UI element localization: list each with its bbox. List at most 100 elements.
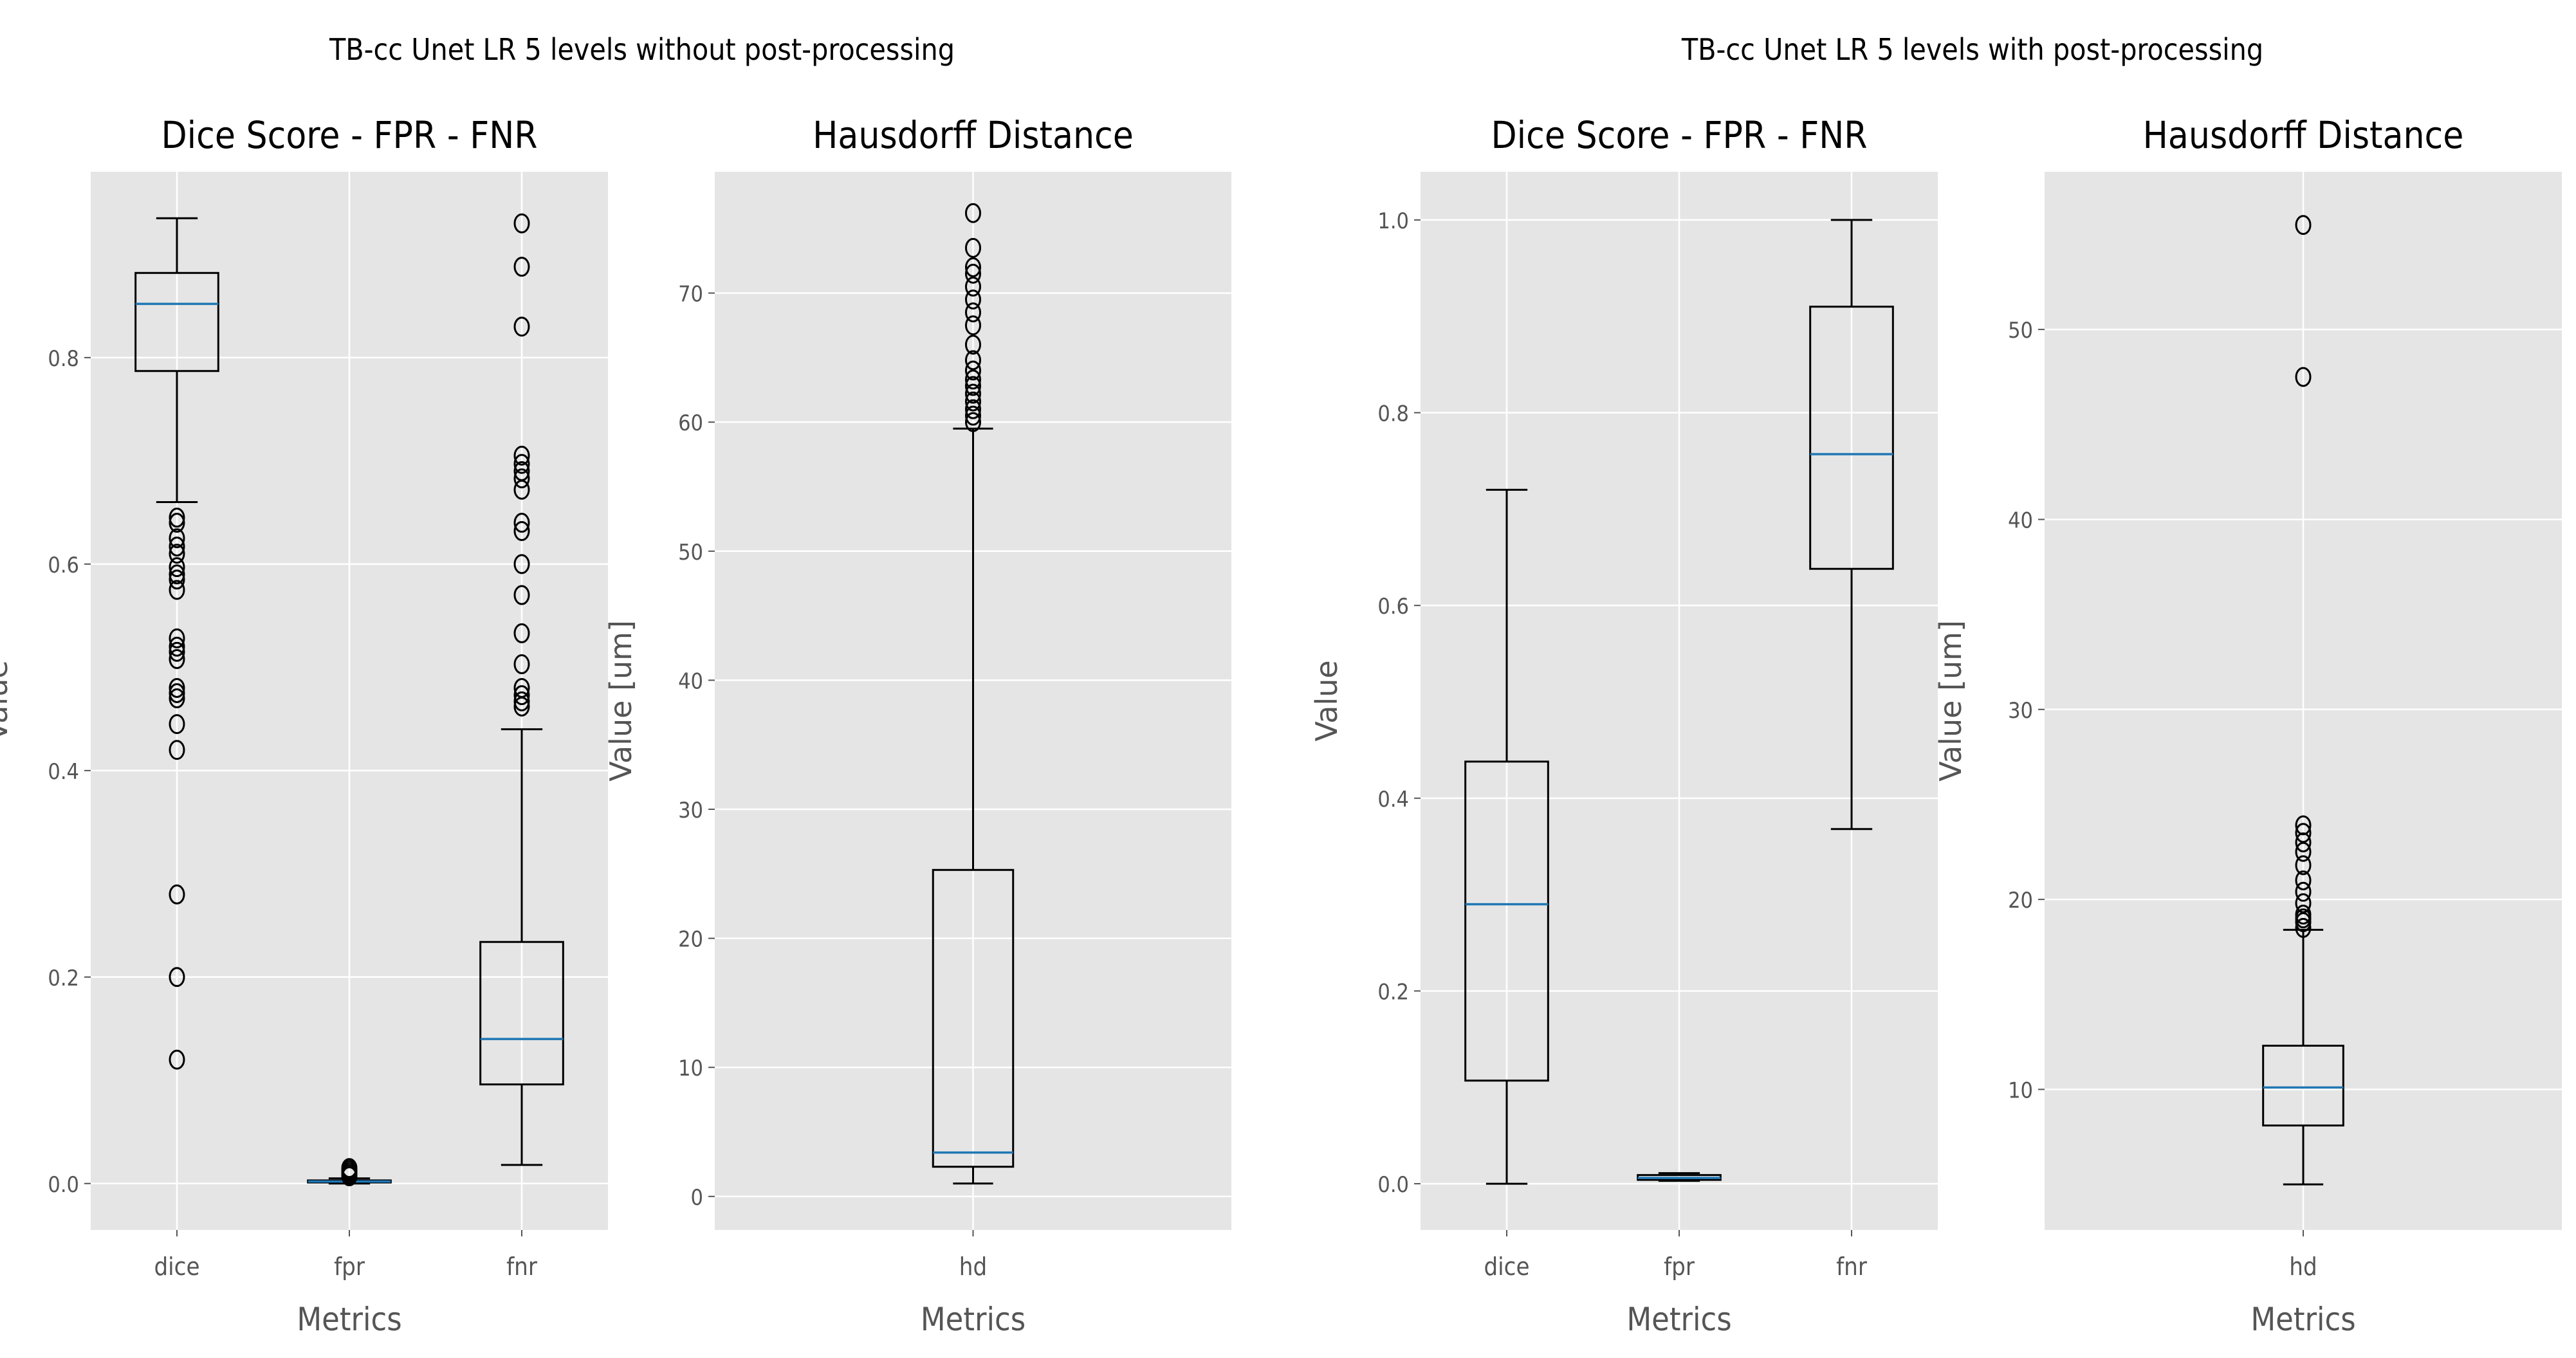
outlier-point <box>965 277 981 297</box>
outlier-point <box>169 1049 185 1070</box>
boxplot-dice <box>1464 488 1549 1185</box>
outlier-point <box>965 391 981 412</box>
boxplot-hd <box>2262 215 2344 1186</box>
outlier-point <box>965 383 981 404</box>
suptitle: TB-cc Unet LR 5 levels with post-process… <box>1681 32 2263 67</box>
y-tick-label: 0.6 <box>48 553 79 578</box>
y-tick-label: 20 <box>2008 888 2033 913</box>
suptitle: TB-cc Unet LR 5 levels without post-proc… <box>329 32 955 67</box>
outlier-point <box>169 508 185 528</box>
box-iqr <box>932 868 1015 1168</box>
outlier-point <box>169 636 185 657</box>
x-tick-label-fnr: fnr <box>506 1252 538 1281</box>
x-tick-label-dice: dice <box>154 1252 199 1281</box>
outlier-point <box>965 399 981 419</box>
y-tick-label: 0.2 <box>1377 979 1409 1005</box>
x-axis-label: Metrics <box>1626 1301 1731 1338</box>
boxplot-fpr <box>1637 1172 1722 1182</box>
y-tick-label: 0.8 <box>48 346 79 372</box>
outlier-point <box>169 628 185 648</box>
outlier-point <box>169 528 185 549</box>
outlier-point <box>965 350 981 371</box>
outlier-point <box>2295 893 2312 913</box>
outlier-point <box>169 649 185 670</box>
y-tick-label: 0.0 <box>48 1172 79 1198</box>
outlier-point <box>2295 215 2312 235</box>
chart-title: Dice Score - FPR - FNR <box>1491 113 1867 157</box>
outlier-point <box>169 544 185 564</box>
figure-group-2: TB-cc Unet LR 5 levels with post-process… <box>1309 32 2562 1338</box>
outlier-point <box>965 263 981 284</box>
y-tick-label: 40 <box>2008 508 2033 533</box>
outlier-point <box>169 677 185 698</box>
box-iqr <box>134 271 219 372</box>
outlier-point <box>965 203 981 223</box>
outlier-point <box>169 884 185 904</box>
outlier-point <box>513 468 530 489</box>
chart-title: Hausdorff Distance <box>2143 113 2464 157</box>
subplot-dice-fpr-fnr: 0.0 0.2 0.4 0.6 0.8 dice fpr fnr Dice Score - FP… <box>0 113 608 1338</box>
outlier-point <box>2295 841 2312 862</box>
chart-title: Hausdorff Distance <box>813 113 1134 157</box>
outlier-point <box>513 445 530 466</box>
boxplot-fnr <box>479 213 564 1166</box>
outlier-point <box>513 654 530 675</box>
outlier-point <box>169 714 185 735</box>
outlier-point <box>169 537 185 557</box>
outlier-point <box>513 585 530 605</box>
outlier-point <box>965 405 981 426</box>
outlier-point <box>169 740 185 760</box>
outlier-point <box>965 315 981 336</box>
outlier-point <box>965 289 981 310</box>
outlier-point <box>965 369 981 390</box>
x-tick-label-fpr: fpr <box>1664 1252 1695 1281</box>
x-axis-label: Metrics <box>297 1301 401 1338</box>
outlier-point <box>513 479 530 500</box>
outlier-point <box>965 376 981 396</box>
outlier-point <box>2295 881 2312 902</box>
y-tick-label: 0.4 <box>1377 787 1409 812</box>
outlier-point <box>513 317 530 337</box>
y-axis-label: Value <box>1309 660 1344 741</box>
x-tick-label-hd: hd <box>959 1252 987 1281</box>
boxplot-dice <box>134 217 219 1070</box>
outlier-point <box>169 569 185 590</box>
outlier-point <box>169 641 185 662</box>
outlier-point <box>965 257 981 277</box>
y-tick-label: 10 <box>678 1056 703 1081</box>
x-axis-label: Metrics <box>921 1301 1026 1338</box>
chart-title: Dice Score - FPR - FNR <box>161 113 537 157</box>
outlier-point <box>2295 912 2312 933</box>
y-tick-label: 60 <box>678 410 703 436</box>
y-tick-label: 20 <box>678 927 703 953</box>
y-tick-label: 0 <box>691 1185 703 1211</box>
y-tick-label: 1.0 <box>1377 208 1409 234</box>
figure-group-1: TB-cc Unet LR 5 levels without post-proc… <box>0 32 1231 1338</box>
outlier-point <box>513 454 530 474</box>
x-tick-label-fpr: fpr <box>334 1252 365 1281</box>
outlier-point <box>965 335 981 355</box>
outlier-point <box>169 967 185 987</box>
outlier-point <box>513 691 530 711</box>
y-tick-label: 30 <box>2008 698 2033 724</box>
outlier-point <box>513 257 530 277</box>
y-tick-label: 70 <box>678 282 703 307</box>
box-iqr <box>1464 760 1549 1082</box>
outlier-point <box>965 302 981 323</box>
y-axis-label: Value [um] <box>603 620 638 782</box>
outlier-point <box>513 554 530 574</box>
outlier-point <box>513 213 530 234</box>
outlier-point <box>2295 870 2312 891</box>
y-tick-label: 0.4 <box>48 759 79 785</box>
y-tick-label: 0.2 <box>48 966 79 991</box>
outlier-point <box>341 1158 358 1179</box>
outlier-point <box>169 580 185 600</box>
outlier-point <box>965 412 981 432</box>
box-iqr <box>1809 306 1894 570</box>
outlier-point <box>169 688 185 708</box>
subplot-dice-fpr-fnr: 0.0 0.2 0.4 0.6 0.8 1.0 dice fpr fnr Dice Score -… <box>1309 113 1938 1338</box>
outlier-point <box>2295 917 2312 938</box>
x-axis-label: Metrics <box>2250 1301 2355 1338</box>
x-tick-label-hd: hd <box>2289 1252 2317 1281</box>
